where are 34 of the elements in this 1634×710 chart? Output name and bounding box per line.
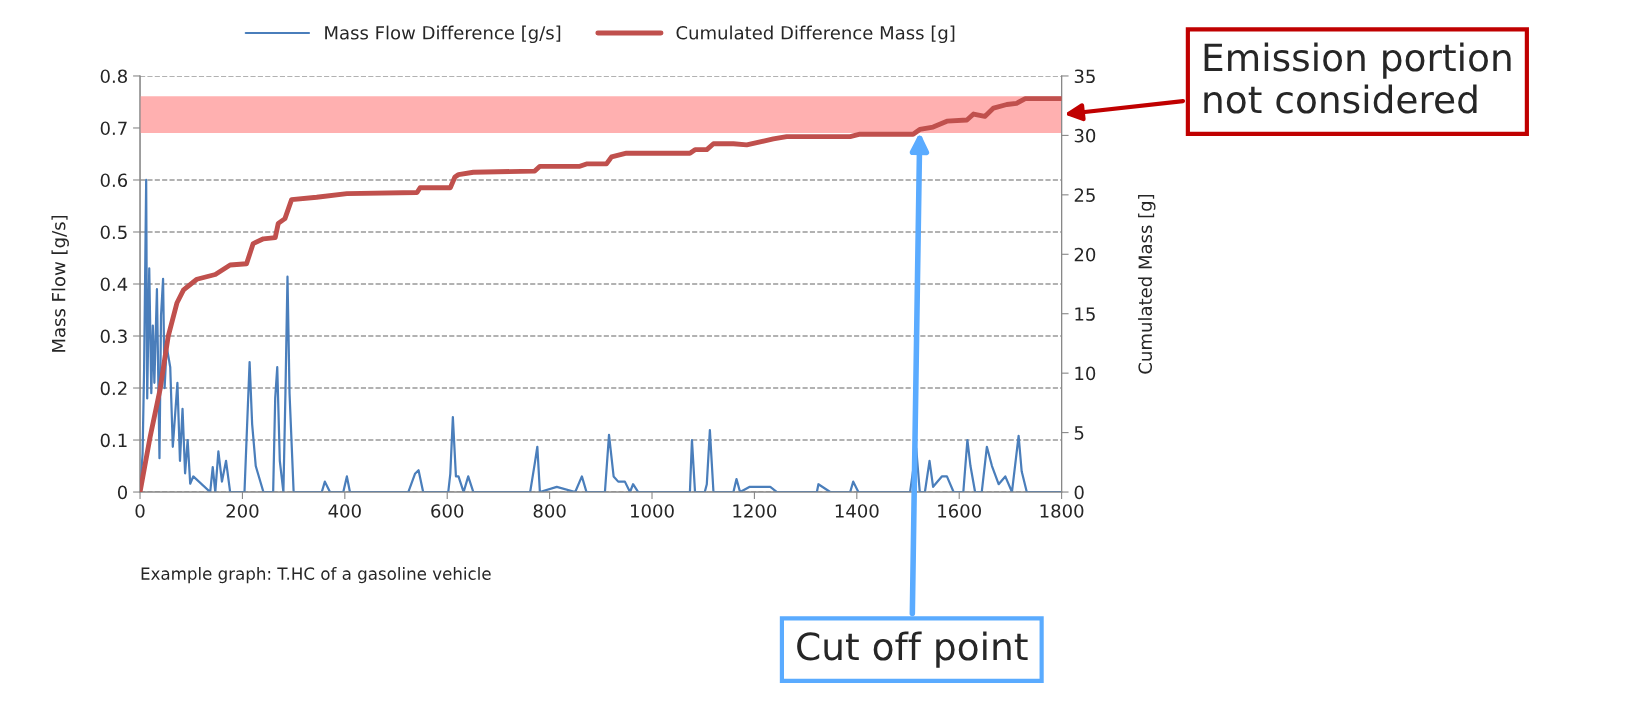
band-label: Emission portion not considered [1204,42,1511,114]
y2-tick-label: 20 [1074,247,1096,262]
y-tick-label: 0.5 [100,225,127,240]
y-tick-label: 0.3 [100,329,127,344]
x-tick-label: 1800 [1040,504,1084,518]
y-tick-label: 0.7 [100,121,127,136]
y-tick-label: 0.1 [100,433,127,448]
y2-tick-label: 0 [1074,485,1084,500]
legend-label: Mass Flow Difference [g/s] [325,25,561,44]
y2-tick-label: 25 [1074,188,1095,202]
y-tick-label: 0.4 [100,277,128,292]
text: Example graph: T.HC of a gasoline vehicle [141,567,491,584]
y-tick-label: 0 [117,485,128,500]
y2-tick-label: 5 [1074,426,1084,440]
x-tick-label: 1000 [631,504,674,518]
x-tick-label: 1200 [733,504,777,518]
x-tick-label: 200 [226,504,259,518]
y-tick-label: 0.8 [100,69,127,84]
y-axis-title: Mass Flow [g/s] [51,215,69,352]
text: Cut off point [797,631,1028,668]
y-tick-label: 0.2 [100,381,127,396]
y2-tick-label: 35 [1074,69,1095,84]
y2-tick-label: 10 [1075,366,1096,381]
x-tick-label: 400 [328,504,361,518]
x-tick-label: 1600 [938,504,981,518]
x-tick-label: 800 [533,504,566,518]
legend-label: Cumulated Difference Mass [g] [676,25,955,44]
y2-tick-label: 15 [1075,307,1095,321]
x-tick-label: 0 [135,504,145,518]
x-tick-label: 1400 [835,504,879,518]
x-tick-label: 600 [431,504,464,518]
y2-tick-label: 30 [1074,128,1096,143]
y2-axis-title: Cumulated Mass [g] [1138,194,1156,374]
y-tick-label: 0.6 [100,173,128,188]
